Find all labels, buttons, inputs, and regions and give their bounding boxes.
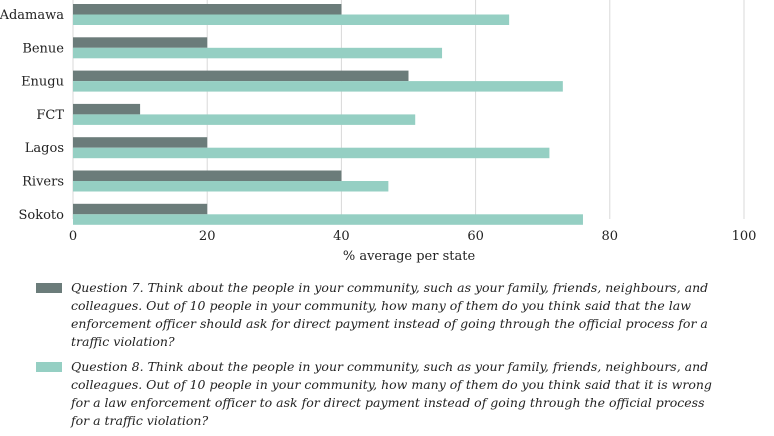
bar-fct-question-7 (73, 103, 141, 115)
bar-lagos-question-7 (73, 137, 208, 148)
bar-chart: Adamawa Benue Enugu FCT Lagos Rivers Sokoto 0 2… (0, 0, 757, 264)
x-tick-labels: 0 20 40 60 80 100 (69, 229, 757, 244)
bar-benue-question-8 (73, 47, 443, 59)
bar-enugu-question-7 (73, 70, 409, 82)
x-tick-label: 100 (732, 229, 757, 244)
bar-enugu-question-8 (73, 81, 563, 92)
x-tick-label: 20 (199, 229, 216, 244)
category-label-enugu: Enugu (21, 75, 64, 90)
legend-label-question-8: Question 8. Think about the people in yo… (71, 359, 712, 428)
category-label-adamawa: Adamawa (0, 8, 64, 23)
bar-lagos-question-8 (73, 147, 550, 159)
bar-rivers-question-7 (73, 170, 342, 181)
category-label-fct: FCT (36, 108, 64, 123)
x-tick-label: 80 (602, 229, 619, 244)
bar-adamawa-question-7 (73, 4, 342, 15)
bar-adamawa-question-8 (73, 14, 510, 25)
bar-benue-question-7 (73, 37, 208, 48)
x-axis-title: % average per state (343, 249, 476, 264)
x-tick-label: 40 (333, 229, 350, 244)
x-tick-label: 0 (69, 229, 77, 244)
category-label-sokoto: Sokoto (19, 208, 65, 223)
x-tick-label: 60 (467, 229, 484, 244)
legend-swatch-question-7 (36, 283, 62, 293)
category-labels: Adamawa Benue Enugu FCT Lagos Rivers Sokoto (0, 8, 64, 223)
category-label-lagos: Lagos (25, 141, 64, 156)
legend-label-question-7: Question 7. Think about the people in yo… (71, 280, 709, 349)
bars (73, 4, 583, 225)
bar-sokoto-question-7 (73, 203, 208, 215)
bar-rivers-question-8 (73, 181, 389, 192)
bar-sokoto-question-8 (73, 214, 583, 225)
legend-swatch-question-8 (36, 362, 62, 372)
bar-fct-question-8 (73, 114, 416, 125)
category-label-rivers: Rivers (22, 175, 64, 190)
category-label-benue: Benue (22, 41, 64, 56)
